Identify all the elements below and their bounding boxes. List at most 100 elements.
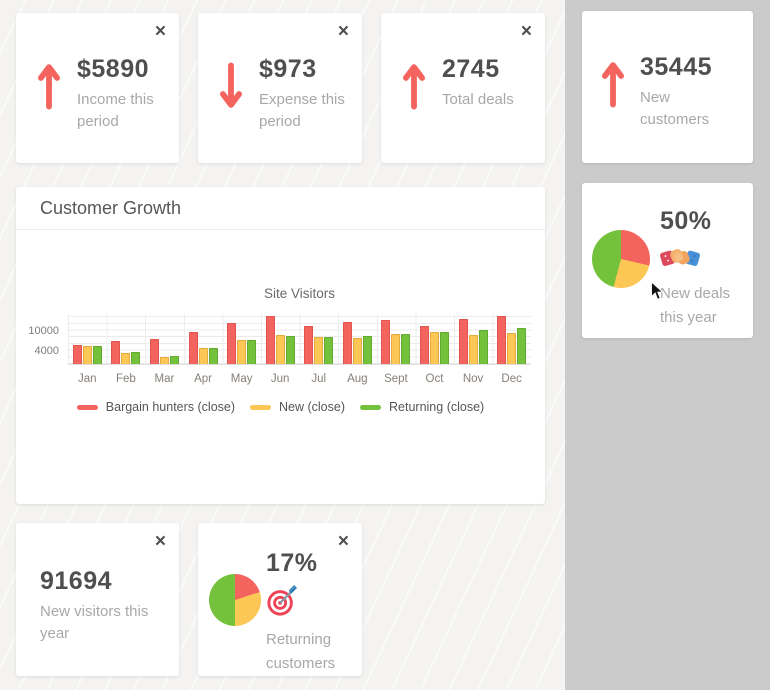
bar-returning xyxy=(208,348,218,364)
bar-new xyxy=(391,334,401,364)
bar-bargain xyxy=(381,320,391,364)
close-icon[interactable]: × xyxy=(337,21,349,42)
bar-returning xyxy=(324,336,334,364)
up-arrow-icon xyxy=(602,58,624,115)
plot-area xyxy=(68,314,531,365)
x-tick-label: Jun xyxy=(270,373,290,385)
legend-marker xyxy=(250,404,272,410)
card-expense: × $973 Expense this period xyxy=(198,13,362,163)
bar-group-may xyxy=(222,314,261,364)
new-deals-label: New deals this year xyxy=(660,285,731,326)
expense-label: Expense this period xyxy=(259,91,345,130)
chart-title: Site Visitors xyxy=(263,286,336,301)
bar-returning xyxy=(362,336,372,364)
x-tick-label: Sept xyxy=(384,373,408,385)
bar-returning xyxy=(401,334,411,364)
new-visitors-value: 91694 xyxy=(40,567,113,595)
bar-group-feb xyxy=(107,314,146,364)
x-tick-label: Dec xyxy=(501,373,522,385)
legend-marker xyxy=(76,404,98,410)
bar-new xyxy=(429,331,439,364)
bar-group-dec xyxy=(492,314,531,364)
bar-bargain xyxy=(497,315,507,364)
returning-label: Returning customers xyxy=(266,631,336,672)
bar-returning xyxy=(517,328,527,364)
bar-returning xyxy=(478,330,488,364)
bar-returning xyxy=(169,356,179,364)
down-arrow-icon xyxy=(220,60,242,117)
bar-group-sept xyxy=(377,314,416,364)
chart-legend: Bargain hunters (close) New (close) Return… xyxy=(16,400,545,414)
bar-bargain xyxy=(419,326,429,364)
new-customers-value: 35445 xyxy=(640,53,713,81)
bar-new xyxy=(159,356,169,364)
x-tick-label: Jul xyxy=(311,373,327,385)
bar-bargain xyxy=(111,341,121,364)
bar-bargain xyxy=(342,322,352,364)
bar-returning xyxy=(285,335,295,364)
up-arrow-icon xyxy=(38,60,60,117)
bar-group-jun xyxy=(261,314,300,364)
x-tick-label: Aug xyxy=(347,373,368,385)
legend-marker xyxy=(360,404,382,410)
bar-returning xyxy=(439,331,449,364)
close-icon[interactable]: × xyxy=(337,531,349,552)
bar-group-jul xyxy=(299,314,338,364)
legend-item-bargain[interactable]: Bargain hunters (close) xyxy=(76,400,236,414)
bar-returning xyxy=(131,352,141,364)
bar-group-nov xyxy=(454,314,493,364)
pie-chart-returning xyxy=(209,574,261,626)
x-tick-label: Oct xyxy=(425,373,444,385)
card-new-visitors: × 91694 New visitors this year xyxy=(16,523,179,676)
pie-chart-new-deals xyxy=(592,230,650,288)
close-icon[interactable]: × xyxy=(154,21,166,42)
total-deals-value: 2745 xyxy=(442,55,500,83)
card-returning-customers: × 17% Returning customers xyxy=(198,523,362,676)
bar-group-apr xyxy=(184,314,223,364)
y-tick-label: 10000 xyxy=(28,324,59,337)
bar-new xyxy=(352,338,362,364)
bar-bargain xyxy=(265,316,275,364)
bar-returning xyxy=(92,346,102,364)
mouse-cursor xyxy=(650,280,664,306)
income-value: $5890 xyxy=(77,55,150,83)
bar-new xyxy=(198,348,208,364)
x-tick-label: Apr xyxy=(194,373,212,385)
bar-new xyxy=(468,334,478,364)
close-icon[interactable]: × xyxy=(154,531,166,552)
bar-group-mar xyxy=(145,314,184,364)
legend-item-new[interactable]: New (close) xyxy=(250,400,345,414)
bar-new xyxy=(314,337,324,364)
bar-new xyxy=(237,340,247,364)
bar-new xyxy=(507,332,517,364)
x-axis: Jan Feb Mar Apr May Jun Jul Aug Sept Oct Nov Dec xyxy=(68,373,531,385)
bar-group-oct xyxy=(415,314,454,364)
bar-bargain xyxy=(72,345,82,364)
up-arrow-icon xyxy=(403,60,425,117)
legend-item-returning[interactable]: Returning (close) xyxy=(360,400,484,414)
customer-growth-panel: Customer Growth Site Visitors 4000 10000 … xyxy=(16,187,545,504)
legend-label: Returning (close) xyxy=(389,400,485,414)
bar-bargain xyxy=(304,325,314,364)
bar-new xyxy=(275,335,285,364)
bar-group-aug xyxy=(338,314,377,364)
legend-label: Bargain hunters (close) xyxy=(105,400,236,414)
dart-target-icon xyxy=(266,585,350,622)
bar-new xyxy=(121,352,131,364)
y-axis: 4000 10000 xyxy=(16,314,68,365)
card-new-customers: 35445 New customers xyxy=(582,11,753,163)
bar-returning xyxy=(247,340,257,364)
bar-group-jan xyxy=(68,314,107,364)
x-tick-label: Mar xyxy=(154,373,175,385)
legend-label: New (close) xyxy=(279,400,346,414)
new-customers-label: New customers xyxy=(640,89,710,128)
expense-value: $973 xyxy=(259,55,317,83)
bar-bargain xyxy=(458,319,468,364)
x-tick-label: Nov xyxy=(462,373,484,385)
handshake-icon xyxy=(660,243,744,276)
close-icon[interactable]: × xyxy=(520,21,532,42)
returning-value: 17% xyxy=(266,549,318,577)
y-tick-label: 4000 xyxy=(34,344,59,357)
bar-new xyxy=(82,346,92,364)
